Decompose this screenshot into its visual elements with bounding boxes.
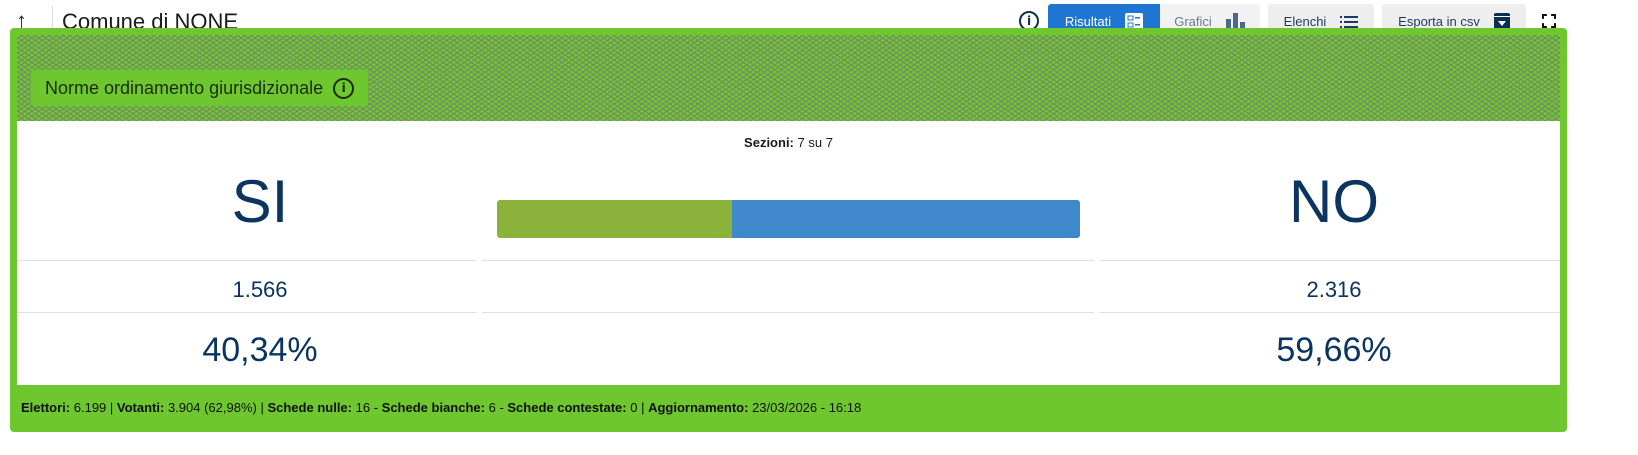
arrow-up-icon[interactable]: ↑ [16, 8, 27, 33]
download-box-icon [1493, 12, 1510, 31]
votanti-value: 3.904 (62,98%) [167, 400, 257, 415]
no-label: NO [1289, 168, 1379, 235]
sezioni-label: Sezioni: [744, 135, 794, 150]
contestate-label: Schede contestate: [507, 400, 627, 415]
votanti-label: Votanti: [116, 400, 165, 415]
no-percent: 59,66% [1276, 331, 1392, 369]
info-icon[interactable]: i [333, 77, 355, 99]
sezioni: Sezioni: 7 su 7 [17, 135, 1560, 150]
bar-chart-icon [1225, 12, 1245, 31]
results-body: Sezioni: 7 su 7 SI NO 1.566 2.316 40,34%… [17, 121, 1560, 385]
contestate-value: 0 [630, 400, 638, 415]
no-votes: 2.316 [1306, 277, 1362, 302]
question-title: Norme ordinamento giurisdizionale i [31, 70, 369, 106]
result-bar [497, 200, 1080, 238]
nulle-value: 16 [355, 400, 371, 415]
question-title-text: Norme ordinamento giurisdizionale [45, 77, 324, 98]
fullscreen-icon[interactable] [1542, 14, 1556, 28]
si-bar-segment [497, 200, 733, 238]
sezioni-value: 7 su 7 [797, 135, 833, 150]
esporta-csv-label: Esporta in csv [1398, 14, 1480, 29]
si-percent: 40,34% [202, 331, 318, 369]
bianche-label: Schede bianche: [381, 400, 485, 415]
divider [1099, 312, 1560, 313]
divider [1099, 260, 1560, 261]
list-icon [1340, 15, 1359, 28]
list-detail-icon [1125, 12, 1144, 31]
aggiornamento-label: Aggiornamento: [648, 400, 749, 415]
nulle-label: Schede nulle: [267, 400, 352, 415]
divider [52, 6, 53, 36]
divider [482, 312, 1094, 313]
risultati-label: Risultati [1064, 14, 1112, 29]
divider [482, 260, 1094, 261]
summary-footer: Elettori: 6.199 | Votanti: 3.904 (62,98%… [21, 400, 862, 415]
elettori-value: 6.199 [73, 400, 107, 415]
divider [17, 312, 477, 313]
si-label: SI [231, 168, 289, 235]
aggiornamento-value: 23/03/2026 - 16:18 [752, 400, 862, 415]
bianche-value: 6 [488, 400, 496, 415]
elettori-label: Elettori: [21, 400, 71, 415]
grafici-label: Grafici [1174, 14, 1212, 29]
referendum-card: Norme ordinamento giurisdizionale i Sezio… [10, 28, 1567, 432]
si-votes: 1.566 [232, 277, 288, 302]
elenchi-label: Elenchi [1283, 14, 1327, 29]
divider [17, 260, 477, 261]
card-header-pattern [17, 35, 1560, 121]
no-bar-segment [732, 200, 1080, 238]
